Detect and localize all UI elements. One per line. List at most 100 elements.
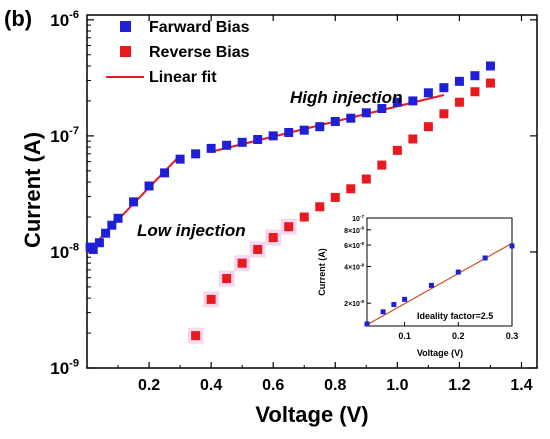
inset-point bbox=[380, 309, 386, 315]
inset-fit-line bbox=[366, 242, 513, 326]
inset-y-axis: 2×10-8 4×10-8 6×10-8 8×10-8 10-7 bbox=[344, 214, 371, 308]
panel-label: (b) bbox=[4, 6, 32, 31]
inset-point bbox=[455, 269, 461, 275]
forward-bias-point bbox=[299, 125, 309, 135]
inset-point bbox=[391, 302, 397, 308]
main-y-axis-label: Current (A) bbox=[20, 132, 45, 248]
reverse-bias-point bbox=[408, 134, 418, 144]
reverse-bias-point bbox=[206, 294, 216, 304]
main-x-tick-label: 1.0 bbox=[386, 377, 408, 394]
forward-bias-point bbox=[129, 197, 139, 207]
forward-bias-point bbox=[392, 97, 402, 107]
forward-bias-point bbox=[113, 213, 123, 223]
main-x-axis-label: Voltage (V) bbox=[255, 402, 368, 427]
main-y-tick-label: 10-7 bbox=[50, 125, 79, 146]
inset-x-tick-label: 0.1 bbox=[398, 331, 411, 341]
legend: Farward Bias Reverse Bias Linear fit bbox=[106, 19, 250, 86]
reverse-bias-points bbox=[187, 78, 495, 344]
inset-x-tick-label: 0.2 bbox=[452, 331, 465, 341]
inset-point bbox=[364, 321, 370, 327]
reverse-bias-point bbox=[361, 174, 371, 184]
forward-bias-point bbox=[330, 116, 340, 126]
forward-bias-point bbox=[160, 168, 170, 178]
main-x-tick-label: 0.6 bbox=[262, 377, 284, 394]
reverse-bias-point bbox=[454, 97, 464, 107]
inset-y-tick-label: 10-7 bbox=[352, 214, 364, 223]
main-x-axis: 0.2 0.4 0.6 0.8 1.0 1.2 1.4 bbox=[117, 15, 533, 394]
forward-bias-point bbox=[88, 244, 98, 254]
reverse-bias-point bbox=[222, 274, 232, 284]
ideality-factor-annotation: Ideality factor=2.5 bbox=[417, 311, 493, 321]
inset-fit-segment bbox=[366, 242, 513, 326]
main-x-tick-label: 0.8 bbox=[324, 377, 346, 394]
forward-bias-point bbox=[346, 113, 356, 123]
forward-bias-point bbox=[377, 104, 387, 114]
inset-y-tick-label: 4×10-8 bbox=[344, 262, 364, 271]
main-x-tick-label: 1.2 bbox=[448, 377, 470, 394]
forward-bias-point bbox=[222, 140, 232, 150]
main-y-tick-label: 10-6 bbox=[50, 9, 79, 30]
forward-bias-point bbox=[94, 238, 104, 248]
reverse-bias-point bbox=[439, 109, 449, 119]
main-x-tick-label: 0.4 bbox=[200, 377, 222, 394]
forward-bias-point bbox=[268, 131, 278, 141]
low-injection-annotation: Low injection bbox=[137, 221, 246, 240]
main-y-tick-label: 10-8 bbox=[50, 241, 79, 262]
inset-x-axis: 0.1 0.2 0.3 bbox=[398, 322, 518, 341]
inset-y-tick-label: 6×10-8 bbox=[344, 241, 364, 250]
forward-bias-point bbox=[408, 96, 418, 106]
linear-fit-segment bbox=[210, 94, 445, 153]
forward-bias-point bbox=[175, 154, 185, 164]
forward-bias-point bbox=[191, 149, 201, 159]
forward-bias-points bbox=[85, 61, 495, 254]
reverse-bias-point bbox=[253, 244, 263, 254]
inset-plot: 0.1 0.2 0.3 2×10-8 4×10-8 6×10-8 8×10-8 10-7 V… bbox=[317, 214, 518, 358]
high-injection-annotation: High injection bbox=[290, 88, 402, 107]
reverse-bias-point bbox=[330, 192, 340, 202]
forward-bias-point bbox=[144, 181, 154, 191]
inset-x-axis-label: Voltage (V) bbox=[417, 348, 463, 358]
inset-plot-frame bbox=[366, 217, 513, 327]
main-x-tick-label: 0.2 bbox=[138, 377, 160, 394]
inset-points bbox=[364, 243, 515, 327]
reverse-bias-point bbox=[377, 160, 387, 170]
forward-bias-point bbox=[206, 143, 216, 153]
inset-point bbox=[509, 243, 515, 249]
forward-bias-point bbox=[470, 71, 480, 81]
forward-bias-point bbox=[361, 108, 371, 118]
inset-point bbox=[482, 255, 488, 261]
forward-bias-point bbox=[253, 135, 263, 145]
reverse-bias-point bbox=[346, 184, 356, 194]
inset-y-tick-label: 8×10-8 bbox=[344, 226, 364, 235]
forward-bias-point bbox=[439, 83, 449, 93]
reverse-bias-point bbox=[485, 78, 495, 88]
reverse-bias-point bbox=[191, 331, 201, 341]
forward-bias-point bbox=[454, 76, 464, 86]
forward-bias-point bbox=[315, 122, 325, 132]
forward-bias-point bbox=[485, 61, 495, 71]
inset-point bbox=[402, 296, 408, 302]
reverse-bias-point bbox=[470, 87, 480, 97]
legend-reverse-swatch bbox=[120, 46, 131, 57]
inset-y-tick-label: 2×10-8 bbox=[344, 299, 364, 308]
main-y-tick-label: 10-9 bbox=[50, 357, 79, 378]
reverse-bias-point bbox=[315, 202, 325, 212]
forward-bias-point bbox=[423, 88, 433, 98]
reverse-bias-point bbox=[268, 233, 278, 243]
reverse-bias-point bbox=[392, 145, 402, 155]
main-plot: 0.2 0.4 0.6 0.8 1.0 1.2 1.4 10-9 10-8 10-7 10-6 V… bbox=[20, 9, 538, 427]
legend-forward-swatch bbox=[120, 21, 131, 32]
inset-y-axis-label: Current (A) bbox=[317, 248, 327, 296]
legend-fit-label: Linear fit bbox=[149, 69, 217, 86]
inset-point bbox=[428, 282, 434, 288]
legend-forward-label: Farward Bias bbox=[149, 19, 250, 36]
main-x-tick-label: 1.4 bbox=[510, 377, 532, 394]
forward-bias-point bbox=[107, 220, 117, 230]
reverse-bias-point bbox=[284, 222, 294, 232]
forward-bias-point bbox=[101, 228, 111, 238]
inset-x-tick-label: 0.3 bbox=[506, 331, 519, 341]
reverse-bias-point bbox=[299, 212, 309, 222]
legend-reverse-label: Reverse Bias bbox=[149, 44, 250, 61]
reverse-bias-point bbox=[237, 258, 247, 268]
